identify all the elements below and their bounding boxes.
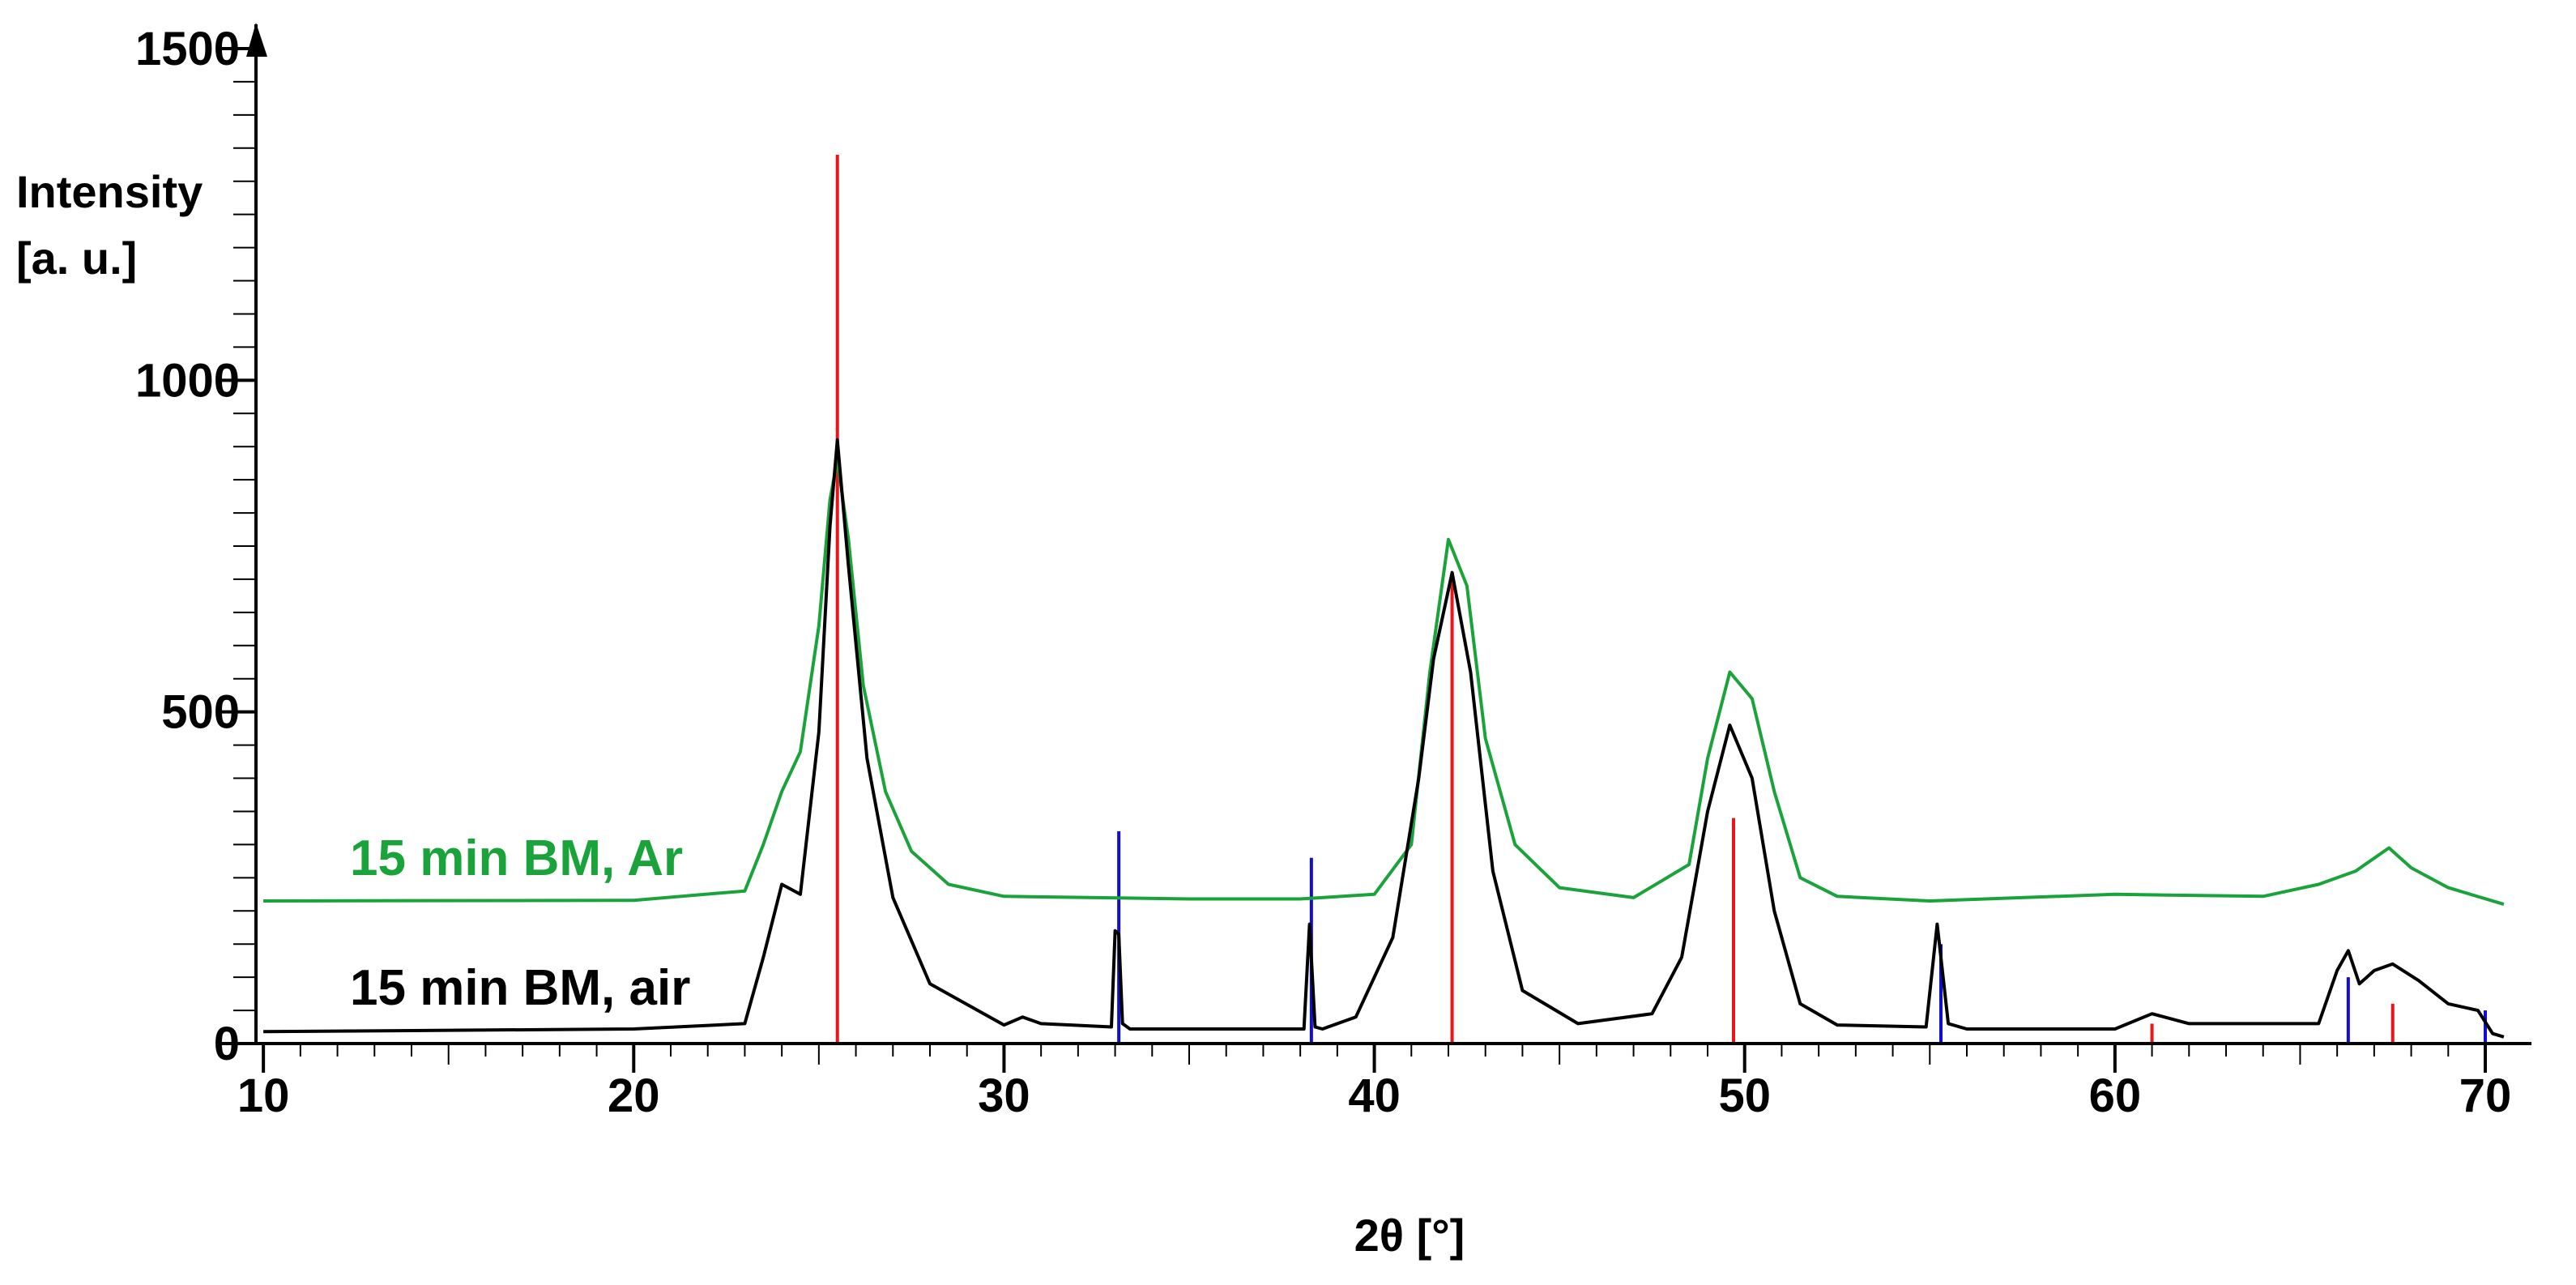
series-label-ar: 15 min BM, Ar — [350, 830, 683, 886]
x-tick-label: 50 — [1718, 1069, 1771, 1122]
x-tick-label: 30 — [978, 1069, 1030, 1122]
series-line-air — [263, 438, 2505, 1039]
x-tick-label: 70 — [2459, 1069, 2512, 1122]
tick-labels: 0 500 1000 1500 10 20 30 40 50 60 70 — [135, 23, 2511, 1122]
y-tick-label: 0 — [214, 1018, 240, 1070]
x-axis-title: 2θ [°] — [1354, 1210, 1465, 1261]
y-axis-title-line1: Intensity — [16, 166, 203, 217]
x-tick-label: 40 — [1348, 1069, 1401, 1122]
y-tick-label: 500 — [161, 686, 240, 739]
y-tick-label: 1000 — [135, 354, 240, 407]
axis-ticks — [222, 47, 2487, 1073]
y-tick-label: 1500 — [135, 23, 240, 75]
axes — [222, 23, 2531, 1073]
y-axis-arrow-icon — [246, 23, 267, 57]
x-tick-label: 10 — [237, 1069, 290, 1122]
x-tick-label: 60 — [2089, 1069, 2142, 1122]
reference-lines — [835, 154, 2487, 1044]
y-axis-title-line2: [a. u.] — [16, 233, 137, 284]
series-layer — [263, 438, 2505, 1039]
x-tick-label: 20 — [608, 1069, 660, 1122]
series-line-ar — [263, 458, 2505, 907]
series-label-air: 15 min BM, air — [350, 960, 690, 1016]
